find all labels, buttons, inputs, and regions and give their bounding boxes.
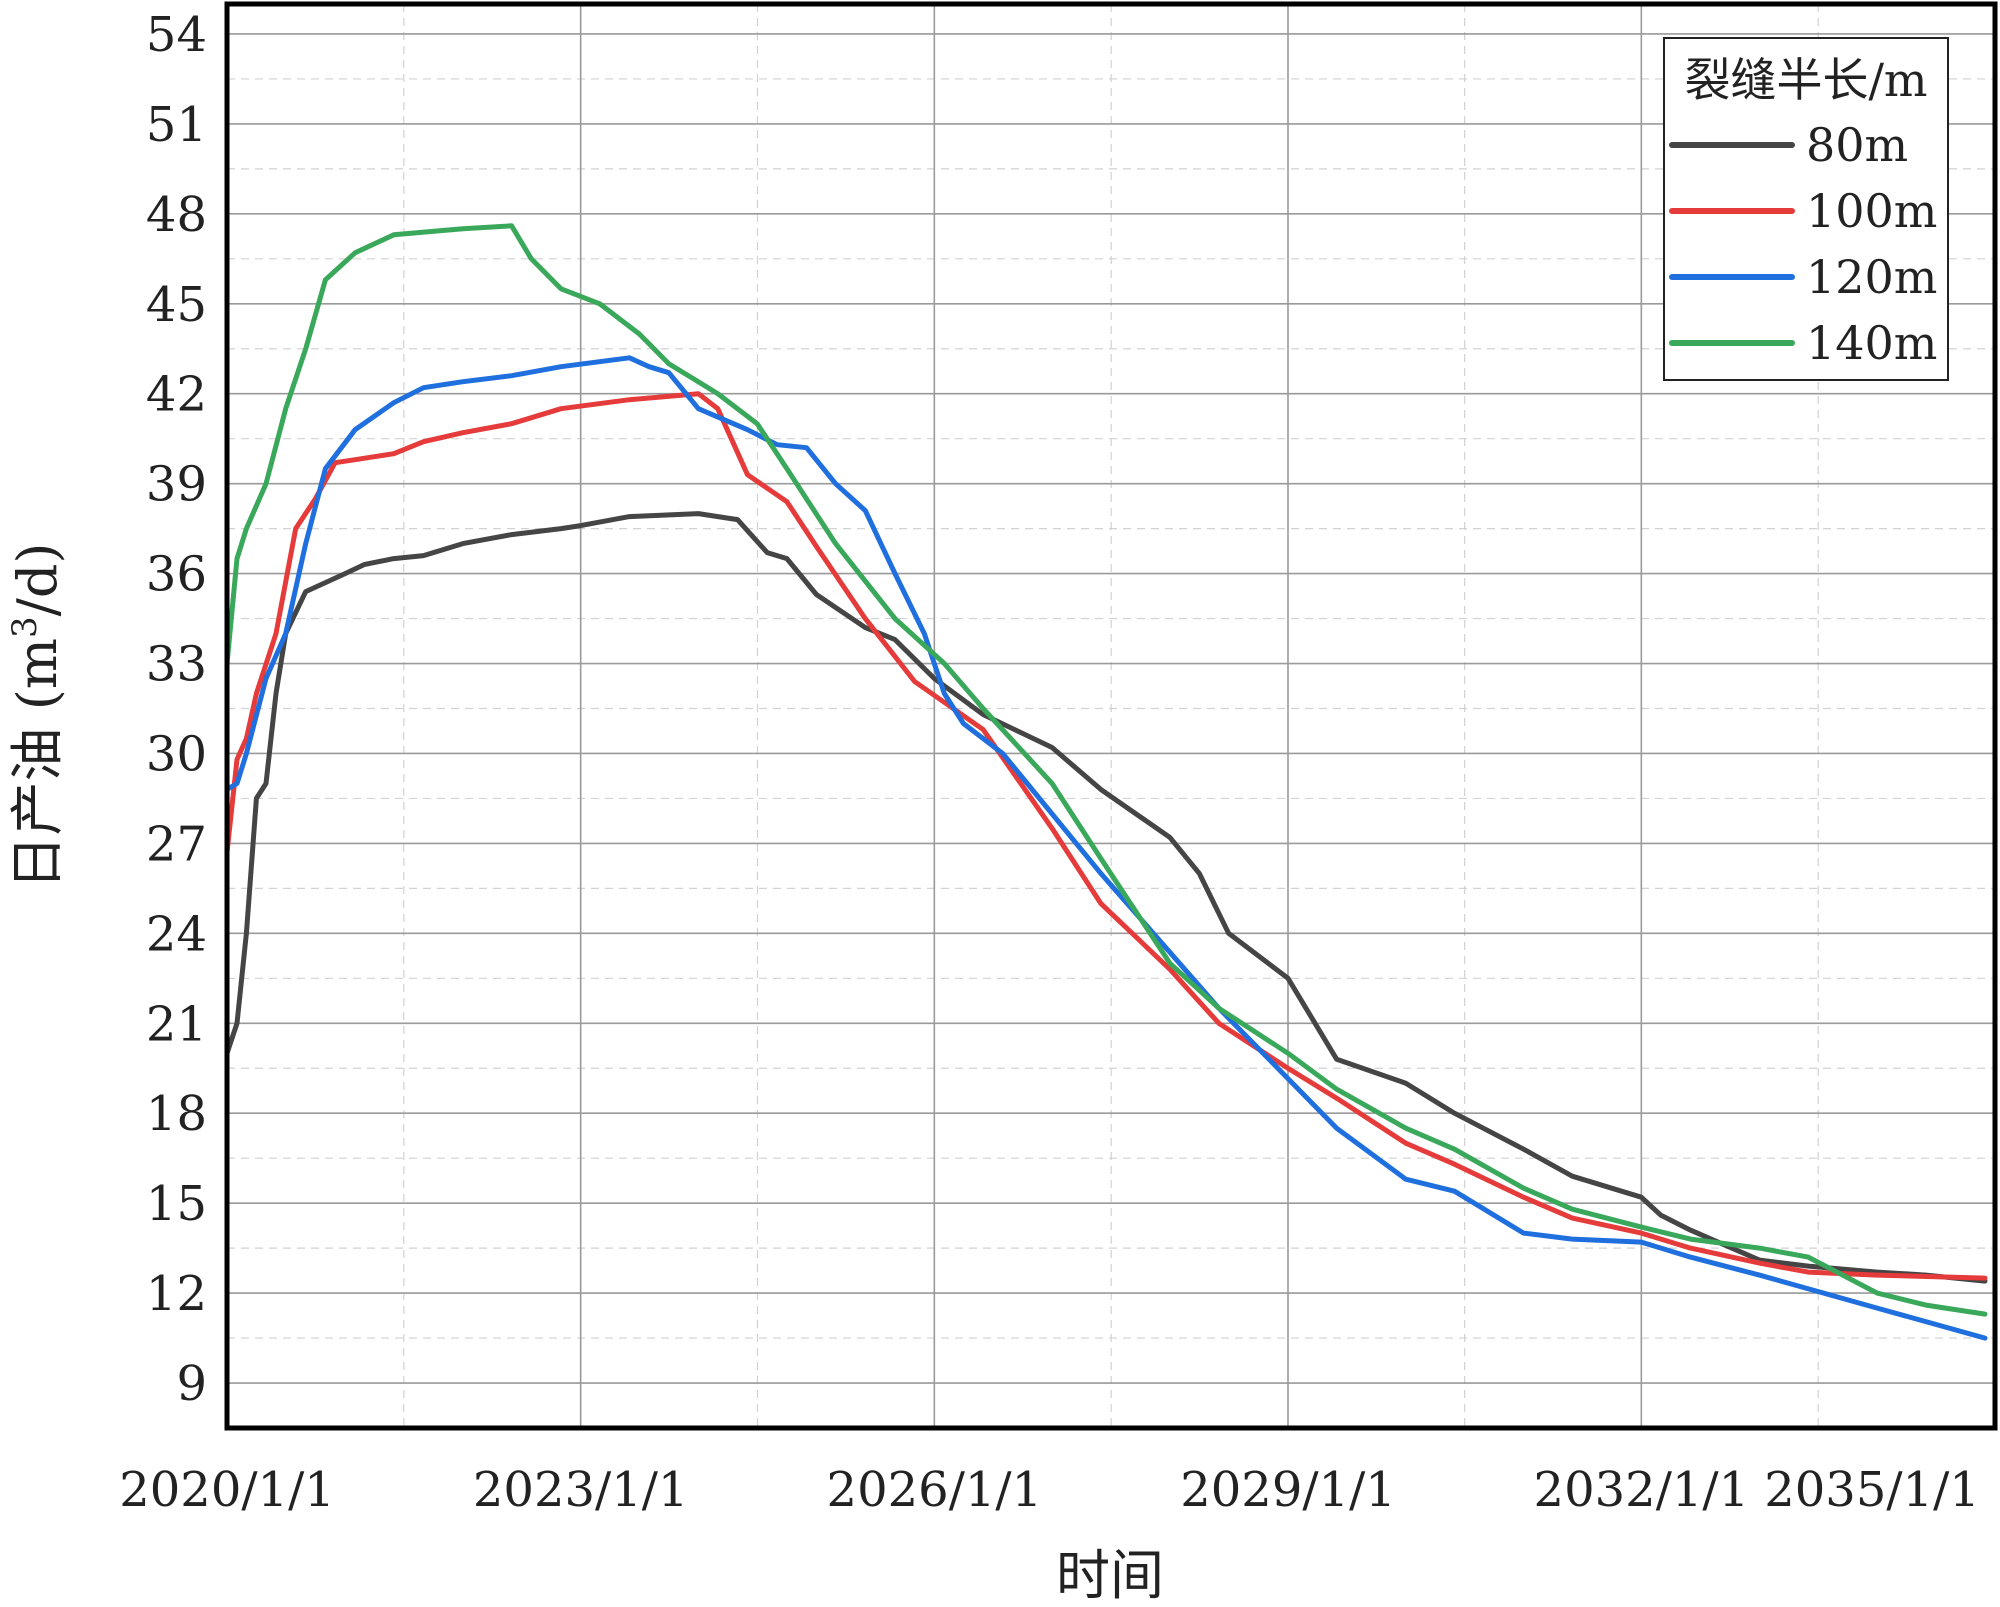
legend-items: 80m 100m 120m 140m: [1669, 118, 1937, 370]
legend-title: 裂缝半长/m: [1684, 53, 1927, 107]
series-line-100m: [224, 391, 1988, 1281]
y-tick-label: 12: [146, 1266, 207, 1322]
y-tick-label: 33: [146, 637, 207, 693]
y-tick-labels: 9 12 15 18 21 24 27 30 33 36 39 42 45 48 51 54: [146, 7, 207, 1412]
y-tick-label: 39: [146, 457, 207, 513]
y-axis-title-prefix: 日产油 (m: [6, 638, 69, 889]
series-line-140m: [224, 223, 1988, 1317]
plot-frame: [224, 1, 1998, 1431]
y-tick-label: 45: [146, 277, 207, 333]
y-tick-label: 21: [146, 996, 207, 1052]
y-tick-label: 30: [146, 726, 207, 782]
y-tick-label: 51: [146, 97, 207, 153]
y-tick-label: 15: [146, 1176, 207, 1232]
y-tick-label: 9: [176, 1356, 207, 1412]
legend-label-80m: 80m: [1806, 118, 1908, 172]
x-tick-labels: 2020/1/1 2023/1/1 2026/1/1 2029/1/1 2032/1/1…: [119, 1462, 1980, 1518]
y-tick-label: 24: [146, 906, 207, 962]
y-tick-label: 42: [146, 367, 207, 423]
legend-label-120m: 120m: [1806, 250, 1937, 304]
legend-label-140m: 140m: [1806, 316, 1937, 370]
y-tick-label: 54: [146, 7, 207, 63]
y-tick-label: 18: [146, 1086, 207, 1142]
legend: 裂缝半长/m 80m 100m 120m 140m: [1663, 37, 1949, 381]
x-tick-label: 2029/1/1: [1180, 1462, 1396, 1518]
x-tick-label: 2023/1/1: [473, 1462, 689, 1518]
y-tick-label: 48: [146, 187, 207, 243]
y-axis-title-group: 日产油 (m3/d): [5, 543, 69, 890]
x-axis-title: 时间: [1056, 1544, 1164, 1607]
x-tick-label: 2026/1/1: [827, 1462, 1043, 1518]
x-tick-label: 2035/1/1: [1764, 1462, 1980, 1518]
y-axis-title-superscript: 3: [5, 616, 45, 638]
series-line-80m: [224, 511, 1988, 1284]
series-layer: [224, 223, 1988, 1341]
series-line-120m: [224, 355, 1988, 1341]
x-tick-label: 2020/1/1: [119, 1462, 335, 1518]
y-axis-title: 日产油 (m3/d): [5, 543, 69, 890]
y-tick-label: 36: [146, 547, 207, 603]
y-axis-title-suffix: /d): [6, 543, 69, 617]
x-tick-label: 2032/1/1: [1534, 1462, 1750, 1518]
y-tick-label: 27: [146, 816, 207, 872]
legend-label-100m: 100m: [1806, 184, 1937, 238]
